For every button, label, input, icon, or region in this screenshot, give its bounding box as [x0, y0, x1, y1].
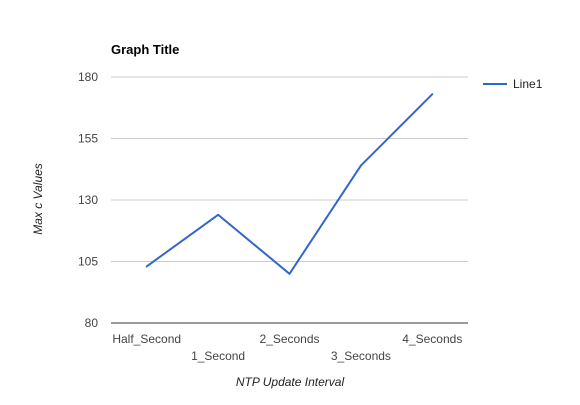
x-tick-labels: Half_Second 1_Second 2_Seconds 3_Seconds 4_S… [112, 332, 462, 363]
y-axis-title: Max c Values [31, 163, 45, 235]
y-tick-label: 105 [78, 255, 98, 269]
y-tick-label: 130 [78, 193, 98, 207]
chart-title: Graph Title [111, 42, 179, 57]
x-axis-title: NTP Update Interval [236, 375, 345, 389]
grid-layer [111, 77, 468, 323]
series-line [147, 94, 433, 274]
x-tick-label: 2_Seconds [259, 332, 319, 346]
legend-label-line1: Line1 [513, 77, 543, 91]
x-tick-label: 4_Seconds [402, 332, 462, 346]
x-tick-label: Half_Second [112, 332, 181, 346]
y-tick-label: 155 [78, 132, 98, 146]
y-tick-labels: 80 105 130 155 180 [78, 70, 98, 330]
legend: Line1 [483, 77, 543, 91]
y-tick-label: 80 [85, 316, 99, 330]
y-tick-label: 180 [78, 70, 98, 84]
series-layer [147, 94, 433, 274]
x-tick-label: 1_Second [191, 349, 245, 363]
x-tick-label: 3_Seconds [331, 349, 391, 363]
